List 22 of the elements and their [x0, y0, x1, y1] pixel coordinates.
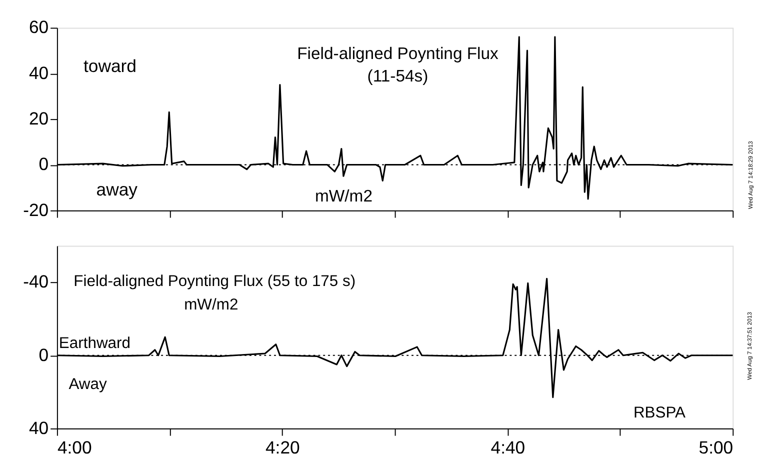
annotation: toward: [83, 56, 136, 76]
annotation: away: [96, 180, 138, 200]
x-tick-label: 4:00: [57, 437, 92, 458]
y-tick-label: 20: [28, 108, 49, 128]
text: (11-54s): [367, 66, 428, 86]
text: Field-aligned Poynting Flux: [297, 44, 500, 64]
text: Field-aligned Poynting Flux (55 to 175 s): [74, 273, 356, 290]
annotation: Earthward: [58, 334, 131, 352]
y-tick-label: -20: [23, 200, 49, 220]
y-tick-label: 40: [28, 62, 49, 83]
y-tick-label: 0: [38, 154, 49, 174]
x-tick-label: 4:40: [490, 437, 526, 458]
y-tick-label: 40: [28, 418, 49, 438]
x-tick-label: 5:00: [698, 437, 734, 458]
annotation: mW/m2: [314, 186, 372, 206]
y-tick-label: 60: [28, 17, 49, 38]
annotation: mW/m2: [184, 296, 238, 314]
y-tick-label: -40: [23, 272, 49, 292]
annotation: RBSPA: [633, 404, 686, 422]
y-tick-label: 0: [38, 344, 49, 365]
x-tick-label: 4:20: [265, 437, 300, 458]
annotation: Away: [68, 376, 108, 394]
